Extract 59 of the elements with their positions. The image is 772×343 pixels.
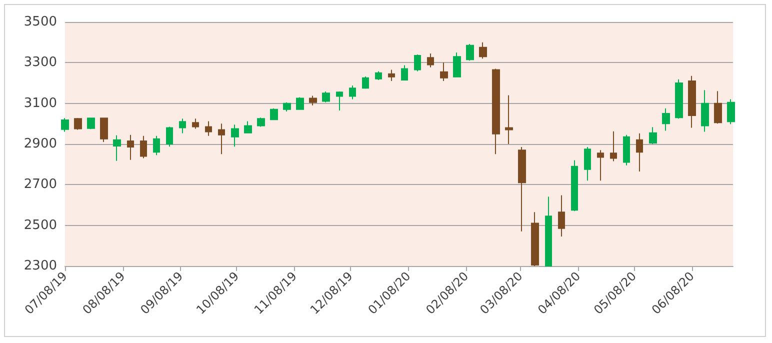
candlestick	[362, 76, 369, 90]
candlestick	[492, 68, 500, 155]
candlestick	[453, 52, 461, 78]
y-tick-label: 3100	[24, 96, 57, 111]
candlestick	[192, 118, 199, 130]
candlestick	[100, 117, 108, 142]
candlestick	[166, 126, 173, 148]
candlestick	[61, 118, 69, 132]
y-tick-label: 2300	[24, 258, 57, 274]
candlestick	[623, 134, 630, 166]
candlestick	[140, 135, 147, 159]
candlestick	[127, 134, 134, 160]
candlestick	[610, 130, 617, 162]
candlestick	[74, 117, 82, 130]
candlestick	[205, 120, 212, 136]
candlestick	[636, 132, 643, 172]
candlestick	[179, 118, 186, 134]
candlestick	[322, 91, 330, 103]
candlestick	[153, 135, 160, 156]
candlestick	[688, 75, 696, 128]
y-tick-label: 2900	[24, 136, 57, 152]
candlestick	[727, 98, 735, 125]
candlestick	[545, 196, 552, 266]
candlestick	[388, 69, 395, 82]
candlestick	[571, 160, 578, 212]
candlestick	[113, 134, 121, 162]
candlestick	[675, 78, 683, 120]
candlestick	[558, 194, 565, 238]
y-tick-label: 2700	[24, 177, 57, 192]
candlestick	[479, 42, 487, 60]
candlestick	[244, 120, 252, 134]
candlestick	[401, 64, 408, 82]
candlestick	[336, 91, 343, 111]
candlestick	[440, 62, 448, 82]
candlestick	[701, 90, 709, 132]
y-tick-label: 3500	[24, 14, 57, 30]
candlestick	[270, 108, 278, 121]
candlestick	[87, 117, 95, 130]
y-tick-label: 3300	[24, 55, 57, 70]
candlestick	[649, 126, 657, 144]
y-tick-label: 2500	[24, 218, 57, 233]
candlestick	[283, 102, 291, 112]
candlestick	[309, 95, 317, 106]
candlestick	[466, 43, 474, 62]
candlestick	[296, 96, 304, 110]
candlestick	[231, 124, 239, 148]
candlestick	[414, 54, 421, 72]
candlestick	[375, 70, 382, 80]
candlestick	[257, 117, 265, 128]
candlestick	[218, 123, 225, 155]
candlestick	[531, 212, 539, 266]
candlestick	[714, 90, 722, 124]
candlestick	[505, 94, 513, 144]
candlestick	[427, 53, 434, 68]
candlestick	[584, 146, 591, 182]
candlestick	[597, 150, 604, 182]
candlestick	[662, 108, 670, 132]
candlestick	[518, 146, 526, 232]
candlestick	[349, 84, 356, 100]
